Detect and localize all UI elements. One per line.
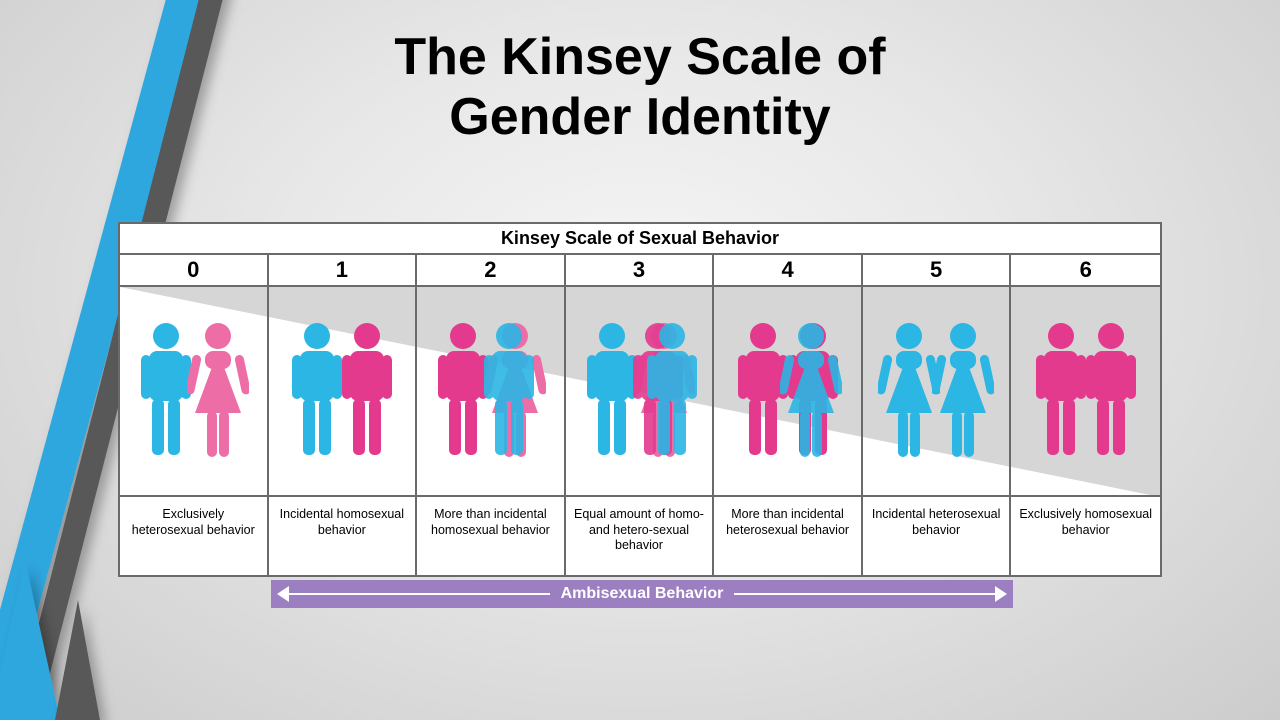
arrow-left-icon [277, 586, 289, 602]
ambisexual-label: Ambisexual Behavior [561, 585, 724, 603]
number-cell-4: 4 [714, 255, 863, 287]
slide-title: The Kinsey Scale ofGender Identity [0, 0, 1280, 148]
male-figure-icon [338, 321, 396, 461]
female-figure-icon [932, 321, 994, 461]
desc-cell-2: More than incidental homosexual behavior [417, 497, 566, 575]
male-figure-icon [643, 321, 701, 461]
kinsey-chart: Kinsey Scale of Sexual Behavior 0123456 [118, 222, 1162, 577]
number-cell-1: 1 [269, 255, 418, 287]
line-left [289, 593, 550, 595]
desc-cell-4: More than incidental heterosexual behavi… [714, 497, 863, 575]
female-figure-icon [878, 321, 940, 461]
desc-cell-3: Equal amount of homo- and hetero-sexual … [566, 497, 715, 575]
male-figure-icon [480, 321, 538, 461]
number-cell-2: 2 [417, 255, 566, 287]
male-figure-icon [1082, 321, 1140, 461]
figure-cell-0 [120, 287, 269, 497]
chart-title: Kinsey Scale of Sexual Behavior [120, 224, 1160, 255]
number-cell-5: 5 [863, 255, 1012, 287]
figure-cell-1 [269, 287, 418, 497]
figure-cell-5 [863, 287, 1012, 497]
number-cell-3: 3 [566, 255, 715, 287]
line-right [734, 593, 995, 595]
figure-cell-3 [566, 287, 715, 497]
number-cell-0: 0 [120, 255, 269, 287]
description-row: Exclusively heterosexual behaviorInciden… [120, 497, 1160, 575]
desc-cell-1: Incidental homosexual behavior [269, 497, 418, 575]
number-row: 0123456 [120, 255, 1160, 287]
figure-cell-4 [714, 287, 863, 497]
figure-row [120, 287, 1160, 497]
number-cell-6: 6 [1011, 255, 1160, 287]
arrow-right-icon [995, 586, 1007, 602]
figure-cell-6 [1011, 287, 1160, 497]
desc-cell-6: Exclusively homosexual behavior [1011, 497, 1160, 575]
female-figure-icon [187, 321, 249, 461]
figure-cell-2 [417, 287, 566, 497]
desc-cell-0: Exclusively heterosexual behavior [120, 497, 269, 575]
ambisexual-bar: Ambisexual Behavior [271, 580, 1014, 608]
desc-cell-5: Incidental heterosexual behavior [863, 497, 1012, 575]
female-figure-icon [780, 321, 842, 461]
